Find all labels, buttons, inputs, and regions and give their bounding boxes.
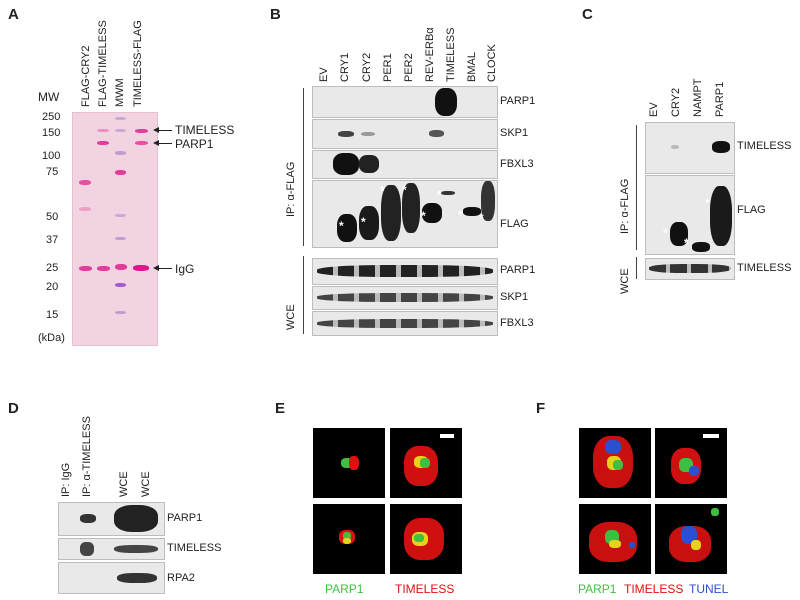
lane-label: MWM — [114, 78, 126, 107]
mw-tick: 75 — [46, 166, 59, 178]
row-label: SKP1 — [500, 127, 529, 139]
micrograph — [655, 428, 727, 498]
micrograph — [313, 504, 385, 574]
mw-tick: 100 — [42, 150, 61, 162]
blot-ip-fbxl3 — [312, 150, 498, 179]
row-label: TIMELESS — [737, 262, 792, 274]
lane-label: TIMELESS — [445, 27, 457, 82]
row-label: PARP1 — [167, 512, 203, 524]
blot-d-rpa2 — [58, 562, 165, 594]
ip-label: IP: α-FLAG — [619, 178, 631, 234]
blot-c-timeless — [645, 122, 735, 174]
arrow-parp1 — [153, 140, 172, 146]
ponceau-gel — [72, 112, 158, 346]
lane-label: CRY1 — [339, 52, 351, 82]
micrograph — [390, 504, 462, 574]
blot-wce-skp1 — [312, 286, 498, 310]
row-label: FBXL3 — [500, 317, 534, 329]
panel-label-a: A — [8, 6, 19, 23]
blot-ip-parp1 — [312, 86, 498, 118]
lane-label: TIMELESS-FLAG — [132, 20, 144, 107]
lane-label: IP: α-TIMELESS — [81, 416, 93, 497]
lane-label: PER1 — [382, 53, 394, 82]
annotation-timeless: TIMELESS — [175, 123, 235, 137]
row-label: FLAG — [500, 218, 529, 230]
lane-label: EV — [318, 67, 330, 82]
lane-label: CLOCK — [486, 44, 498, 82]
lane-label: CRY2 — [361, 52, 373, 82]
blot-ip-skp1 — [312, 119, 498, 149]
legend-timeless: TIMELESS — [624, 582, 684, 596]
blot-d-timeless — [58, 538, 165, 560]
row-label: FLAG — [737, 204, 766, 216]
mw-title: MW — [38, 90, 60, 104]
panel-label-c: C — [582, 6, 593, 23]
legend-timeless: TIMELESS — [395, 582, 455, 596]
blot-wce-parp1 — [312, 258, 498, 285]
row-label: PARP1 — [500, 264, 536, 276]
arrow-timeless — [153, 127, 172, 133]
unit-label: (kDa) — [38, 332, 65, 344]
annotation-parp1: PARP1 — [175, 137, 214, 151]
lane-label: PARP1 — [714, 81, 726, 117]
micrograph — [579, 428, 651, 498]
lane-label: FLAG-TIMELESS — [97, 20, 109, 107]
lane-label: FLAG-CRY2 — [80, 45, 92, 107]
mw-tick: 25 — [46, 262, 59, 274]
annotation-igg: IgG — [175, 262, 195, 276]
micrograph — [655, 504, 727, 574]
lane-label: CRY2 — [670, 87, 682, 117]
wce-label: WCE — [285, 304, 297, 330]
scale-bar — [440, 434, 454, 438]
wce-label: WCE — [619, 268, 631, 294]
arrow-igg — [153, 265, 172, 271]
blot-c-wce-timeless — [645, 258, 735, 280]
legend-parp1: PARP1 — [325, 582, 364, 596]
blot-d-parp1 — [58, 502, 165, 536]
mw-tick: 20 — [46, 281, 59, 293]
row-label: TIMELESS — [737, 140, 792, 152]
panel-label-b: B — [270, 6, 281, 23]
mw-tick: 37 — [46, 234, 59, 246]
ip-label: IP: α-FLAG — [285, 161, 297, 217]
row-label: PARP1 — [500, 95, 536, 107]
legend-parp1: PARP1 — [578, 582, 617, 596]
row-label: RPA2 — [167, 572, 195, 584]
panel-label-e: E — [275, 400, 286, 417]
lane-label: EV — [648, 102, 660, 117]
panel-label-d: D — [8, 400, 19, 417]
mw-tick: 250 — [42, 111, 61, 123]
row-label: TIMELESS — [167, 542, 222, 554]
mw-tick: 150 — [42, 127, 61, 139]
row-label: SKP1 — [500, 291, 529, 303]
lane-label: IP: IgG — [60, 462, 72, 497]
mw-tick: 50 — [46, 211, 59, 223]
blot-ip-flag: * * * * * * * * — [312, 180, 498, 248]
lane-label: PER2 — [403, 53, 415, 82]
micrograph — [390, 428, 462, 498]
blot-c-flag: * * * — [645, 175, 735, 255]
lane-label: NAMPT — [692, 78, 704, 118]
lane-label: BMAL — [466, 52, 478, 82]
legend-tunel: TUNEL — [689, 582, 729, 596]
lane-label: WCE — [118, 471, 130, 497]
micrograph — [313, 428, 385, 498]
lane-label: REV-ERBα — [424, 27, 436, 82]
scale-bar — [703, 434, 719, 438]
mw-tick: 15 — [46, 309, 59, 321]
row-label: FBXL3 — [500, 158, 534, 170]
blot-wce-fbxl3 — [312, 311, 498, 336]
panel-label-f: F — [536, 400, 546, 417]
micrograph — [579, 504, 651, 574]
lane-label: WCE — [140, 471, 152, 497]
